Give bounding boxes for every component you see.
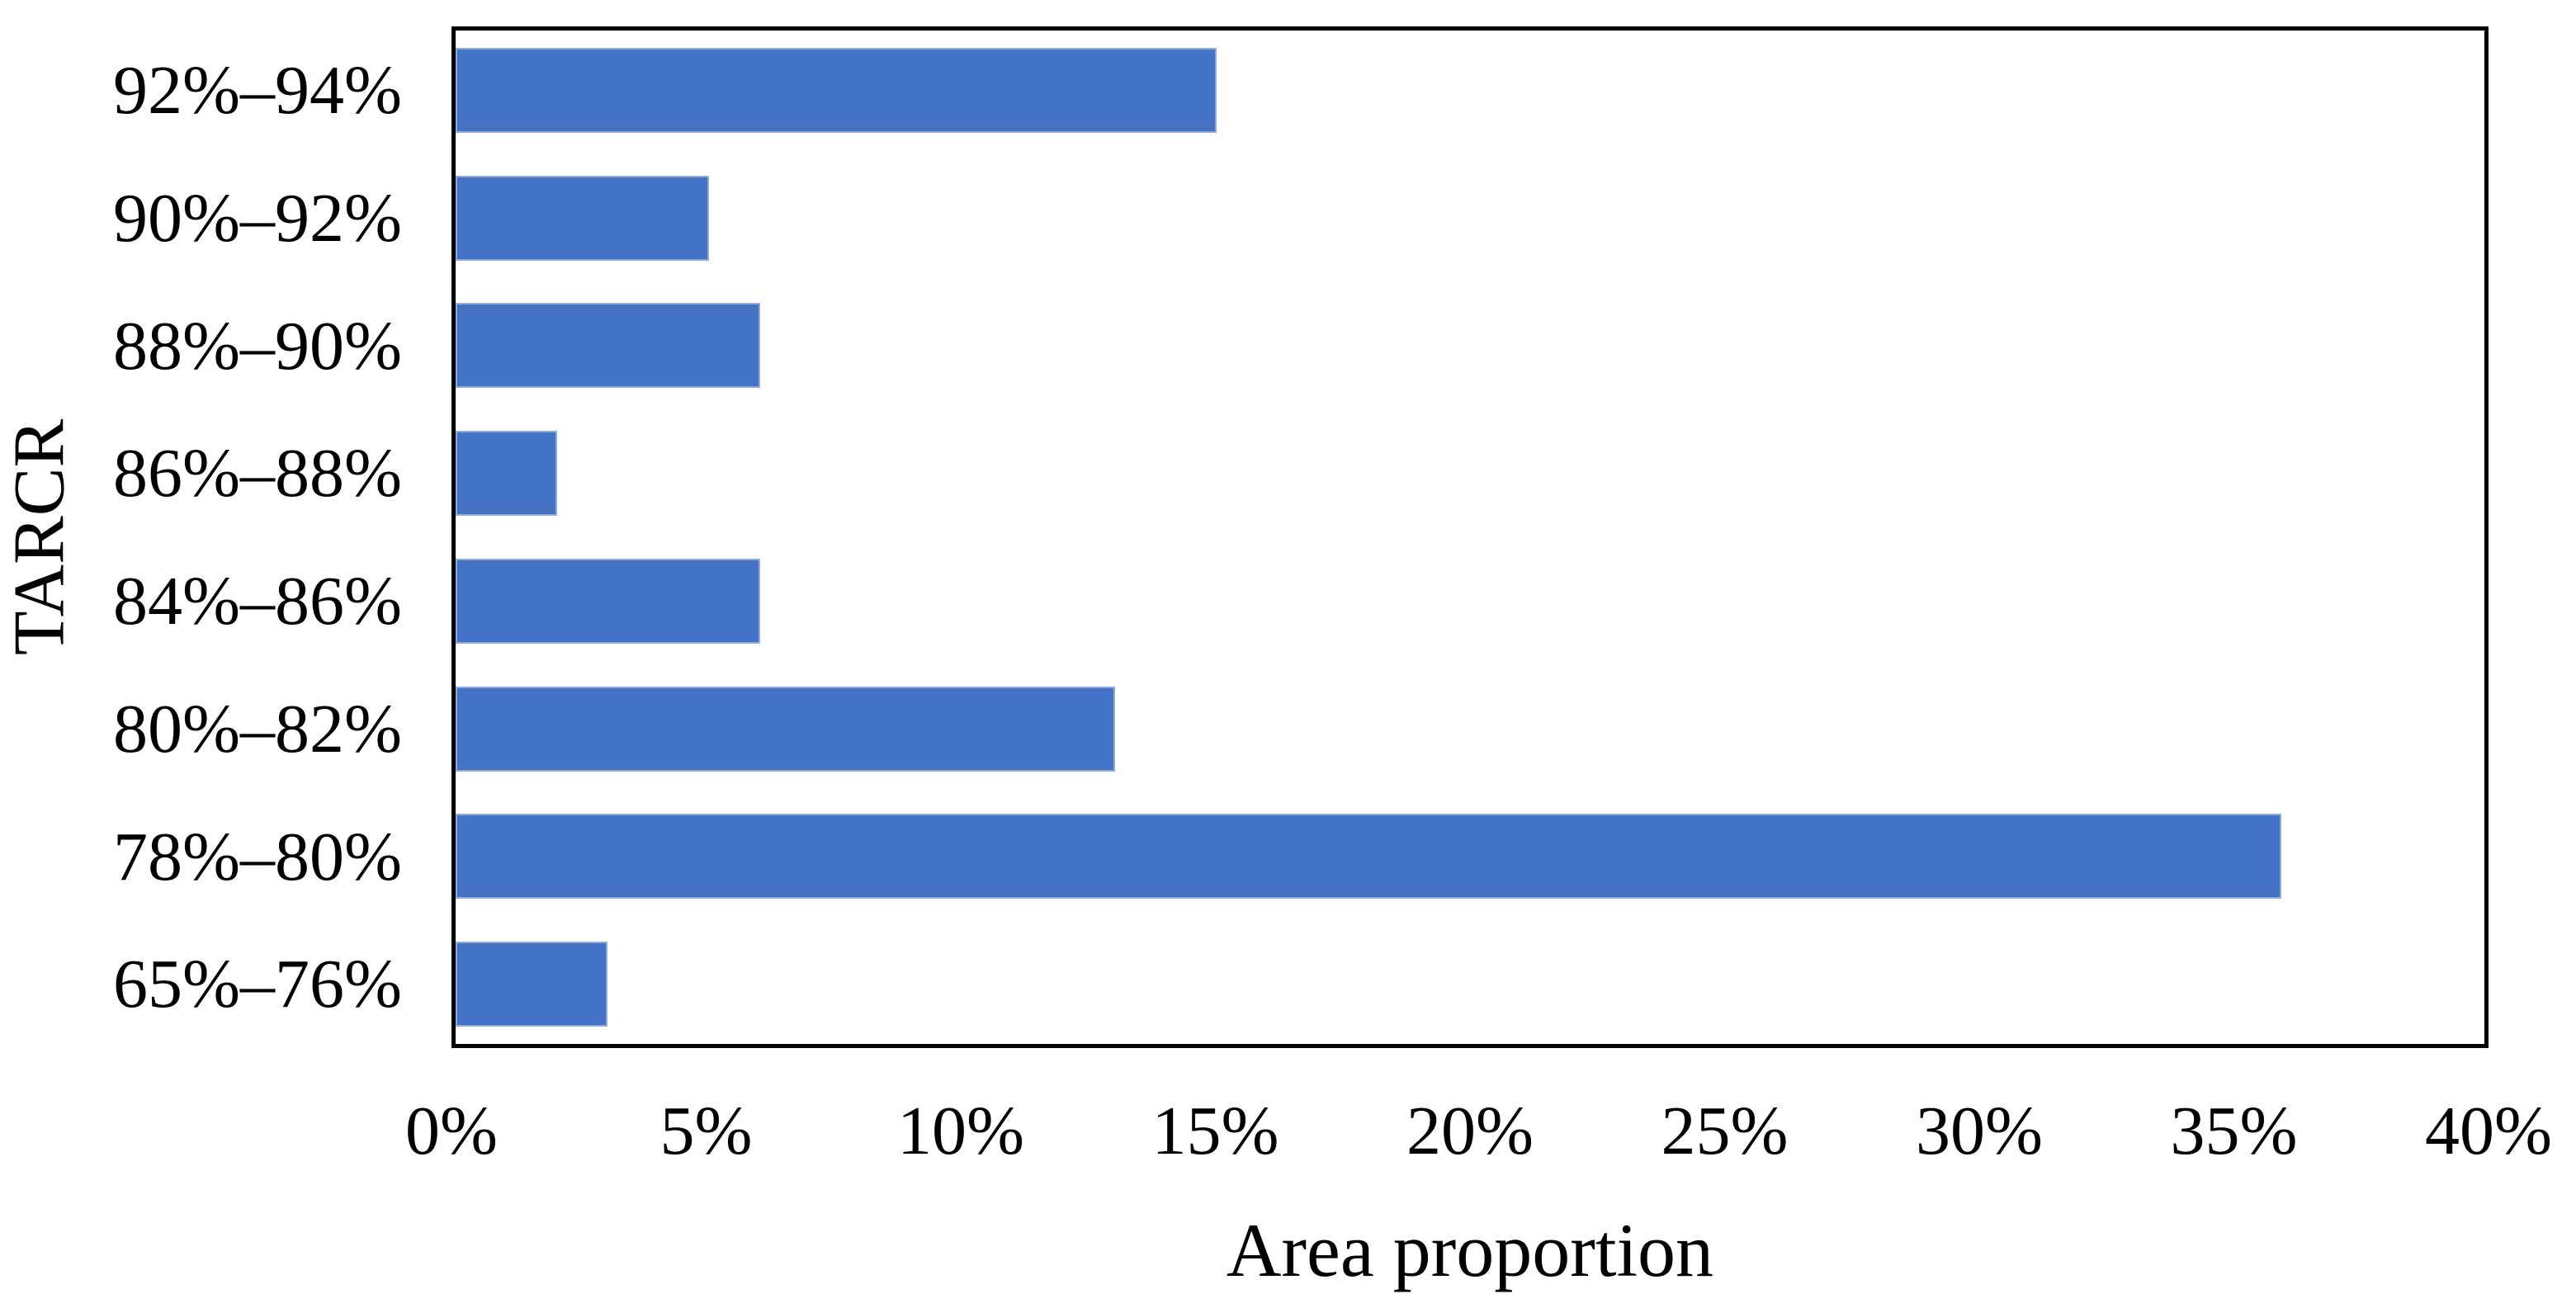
x-tick-label: 0% bbox=[405, 1093, 498, 1169]
y-tick-label: 84%–86% bbox=[113, 563, 402, 640]
y-tick-label: 90%–92% bbox=[113, 179, 402, 257]
bar bbox=[456, 558, 760, 644]
y-tick-label: 86%–88% bbox=[113, 435, 402, 512]
x-tick-label: 5% bbox=[659, 1093, 753, 1169]
y-tick-label: 65%–76% bbox=[113, 946, 402, 1023]
y-tick-label: 92%–94% bbox=[113, 52, 402, 129]
bar bbox=[456, 47, 1217, 133]
y-tick-label: 88%–90% bbox=[113, 307, 402, 385]
plot-area bbox=[451, 26, 2489, 1048]
bar bbox=[456, 686, 1115, 772]
y-tick-label: 80%–82% bbox=[113, 690, 402, 767]
x-tick-label: 10% bbox=[897, 1093, 1024, 1169]
bar bbox=[456, 431, 557, 517]
bar bbox=[456, 175, 710, 261]
x-tick-label: 40% bbox=[2425, 1093, 2552, 1169]
x-tick-label: 20% bbox=[1406, 1093, 1534, 1169]
x-tick-label: 25% bbox=[1661, 1093, 1789, 1169]
x-tick-label: 30% bbox=[1916, 1093, 2043, 1169]
x-tick-label: 15% bbox=[1151, 1093, 1279, 1169]
bar bbox=[456, 814, 2282, 900]
bar bbox=[456, 942, 608, 1027]
bar bbox=[456, 303, 760, 389]
x-tick-label: 35% bbox=[2170, 1093, 2298, 1169]
x-axis-title: Area proportion bbox=[1226, 1208, 1714, 1292]
y-tick-label: 78%–80% bbox=[113, 818, 402, 895]
